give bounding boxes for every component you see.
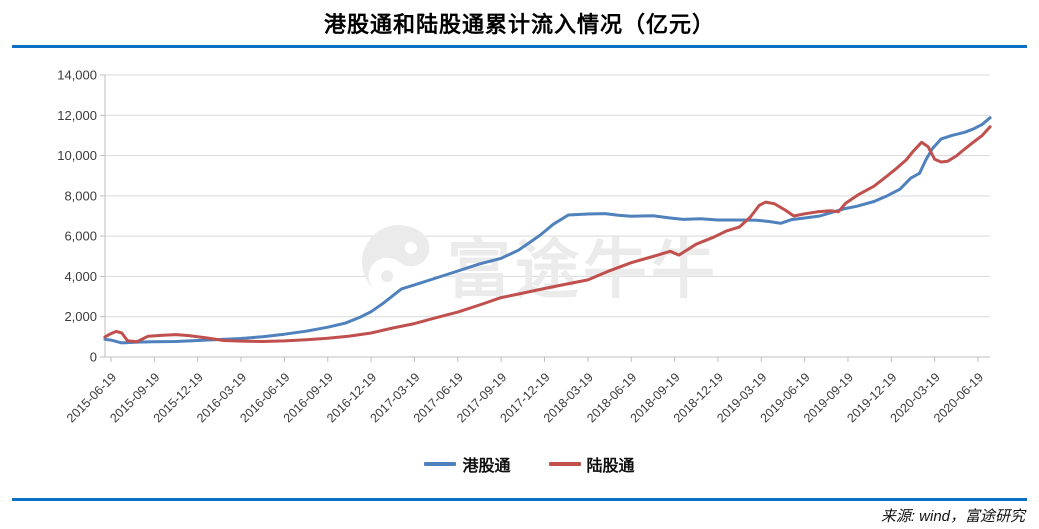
legend-item-lgt: 陆股通	[548, 452, 635, 476]
bottom-divider	[12, 498, 1027, 501]
chart-title: 港股通和陆股通累计流入情况（亿元）	[323, 12, 715, 37]
y-axis-label: 4,000	[64, 269, 97, 284]
y-axis-label: 14,000	[57, 68, 97, 83]
y-axis-label: 10,000	[57, 148, 97, 163]
lgt-line-swatch-icon	[548, 462, 581, 466]
chart-legend: 港股通 陆股通	[0, 452, 1039, 476]
futu-bull-logo-icon	[362, 225, 436, 299]
legend-label-lgt: 陆股通	[586, 458, 635, 475]
y-axis-label: 6,000	[64, 229, 97, 244]
watermark: 富途牛牛	[362, 225, 719, 306]
legend-item-hgt: 港股通	[424, 452, 511, 476]
top-divider	[12, 45, 1027, 48]
legend-label-hgt: 港股通	[462, 458, 511, 475]
source-note: 来源: wind，富途研究	[880, 508, 1025, 525]
series-line-陆股通	[103, 125, 992, 344]
y-axis-label: 8,000	[64, 188, 97, 203]
series-line-港股通	[103, 116, 992, 345]
y-axis-label: 2,000	[64, 309, 97, 324]
hgt-line-swatch-icon	[424, 462, 457, 466]
y-axis-label: 12,000	[57, 108, 97, 123]
watermark-text: 富途牛牛	[447, 234, 719, 306]
y-axis-label: 0	[90, 350, 97, 365]
